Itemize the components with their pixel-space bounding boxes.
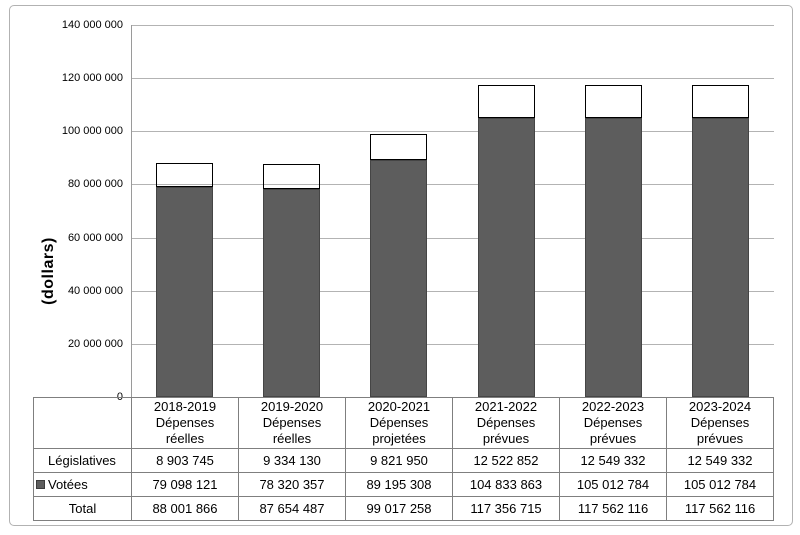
legislatives-value-2020-2021: 9 821 950 [345,448,453,473]
votees-value-2023-2024: 105 012 784 [666,472,774,497]
gridline-100000000 [132,131,774,133]
row-label-legislatives: Législatives [33,448,132,473]
legislatives-value-2023-2024: 12 549 332 [666,448,774,473]
plot-area [131,25,774,397]
gridline-60000000 [132,237,774,239]
column-header-2022-2023: 2022-2023 Dépenses prévues [559,397,667,449]
votees-legend-swatch-icon [36,480,45,489]
gridline-20000000 [132,343,774,345]
bar-segment-votees-2021-2022 [477,118,535,397]
bar-segment-legislatives-2023-2024 [691,84,749,118]
total-value-2018-2019: 88 001 866 [131,496,239,521]
bar-segment-votees-2020-2021 [370,160,428,397]
bar-segment-legislatives-2019-2020 [263,164,321,189]
votees-value-2018-2019: 79 098 121 [131,472,239,497]
table-row-votees: Votées 79 098 121 78 320 357 89 195 308 104 … [33,472,774,497]
y-tick-label-120000000: 120 000 000 [61,72,123,85]
votees-value-2020-2021: 89 195 308 [345,472,453,497]
y-tick-label-60000000: 60 000 000 [67,231,123,244]
total-value-2019-2020: 87 654 487 [238,496,346,521]
votees-value-2022-2023: 105 012 784 [559,472,667,497]
table-row-total: Total 88 001 866 87 654 487 99 017 258 117 3… [33,496,774,521]
column-header-2023-2024: 2023-2024 Dépenses prévues [666,397,774,449]
column-header-2018-2019: 2018-2019 Dépenses réelles [131,397,239,449]
table-corner-cell [33,397,132,449]
gridline-40000000 [132,290,774,292]
table-row-legislatives: Législatives 8 903 745 9 334 130 9 821 950 1… [33,448,774,473]
votees-value-2021-2022: 104 833 863 [452,472,560,497]
legend-label-votees: Votées [48,477,88,492]
legislatives-legend-swatch-icon [36,456,45,465]
legend-entry-votees: Votées [35,477,131,492]
row-label-total: Total [33,496,132,521]
bar-segment-legislatives-2021-2022 [477,85,535,119]
total-value-2020-2021: 99 017 258 [345,496,453,521]
bar-segment-votees-2019-2020 [263,188,321,397]
bar-segment-votees-2022-2023 [584,117,642,397]
total-value-2023-2024: 117 562 116 [666,496,774,521]
y-tick-label-40000000: 40 000 000 [67,284,123,297]
column-header-2021-2022: 2021-2022 Dépenses prévues [452,397,560,449]
y-tick-label-140000000: 140 000 000 [61,19,123,31]
total-value-2021-2022: 117 356 715 [452,496,560,521]
row-label-votees: Votées [33,472,132,497]
column-header-2019-2020: 2019-2020 Dépenses réelles [238,397,346,449]
legislatives-value-2022-2023: 12 549 332 [559,448,667,473]
column-header-2020-2021: 2020-2021 Dépenses projetées [345,397,453,449]
y-axis-line [131,25,132,397]
gridline-80000000 [132,184,774,186]
y-tick-label-80000000: 80 000 000 [67,178,123,191]
spending-data-table: 2018-2019 Dépenses réelles 2019-2020 Dépense… [33,397,774,521]
bar-segment-votees-2018-2019 [156,186,214,397]
legislatives-value-2018-2019: 8 903 745 [131,448,239,473]
bar-segment-votees-2023-2024 [691,117,749,397]
legend-entry-legislatives: Législatives [35,453,131,468]
bar-segment-legislatives-2022-2023 [584,84,642,118]
legislatives-value-2021-2022: 12 522 852 [452,448,560,473]
gridline-120000000 [132,78,774,80]
y-axis-tick-labels: 0 20 000 000 40 000 000 60 000 000 80 000 00… [20,19,123,403]
total-value-2022-2023: 117 562 116 [559,496,667,521]
bar-segment-legislatives-2018-2019 [156,163,214,187]
legislatives-value-2019-2020: 9 334 130 [238,448,346,473]
y-tick-label-20000000: 20 000 000 [67,337,123,350]
bar-segment-legislatives-2020-2021 [370,133,428,160]
votees-value-2019-2020: 78 320 357 [238,472,346,497]
gridline-140000000 [132,25,774,26]
y-tick-label-100000000: 100 000 000 [61,125,123,138]
legend-label-legislatives: Législatives [48,453,116,468]
